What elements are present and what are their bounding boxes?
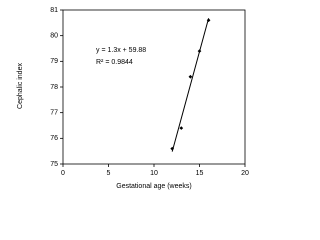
trend-line	[171, 18, 210, 152]
annotation: y = 1.3x + 59.88	[96, 47, 146, 54]
x-tick-label: 20	[241, 170, 249, 177]
y-tick-label: 77	[50, 110, 58, 117]
y-tick-label: 79	[50, 58, 58, 65]
annotation: R² = 0.9844	[96, 59, 133, 66]
point	[197, 49, 202, 53]
x-tick-label: 15	[196, 170, 204, 177]
x-tick-label: 5	[107, 170, 111, 177]
plot-frame	[62, 9, 246, 165]
point	[206, 18, 211, 23]
chart: Gestational age (weeks) Cephalic index 7…	[17, 7, 249, 190]
y-tick-label: 80	[50, 33, 58, 40]
y-tick-label: 81	[50, 7, 58, 14]
point	[179, 126, 184, 130]
y-tick-label: 78	[50, 84, 58, 91]
y-tick-label: 75	[50, 161, 58, 168]
x-tick-label: 10	[150, 170, 158, 177]
y-axis-label: Cephalic index	[17, 63, 24, 109]
y-tick-label: 76	[50, 135, 58, 142]
point	[188, 74, 193, 79]
point	[170, 146, 175, 151]
x-axis-label: Gestational age (weeks)	[116, 183, 191, 190]
x-tick-label: 0	[61, 170, 65, 177]
